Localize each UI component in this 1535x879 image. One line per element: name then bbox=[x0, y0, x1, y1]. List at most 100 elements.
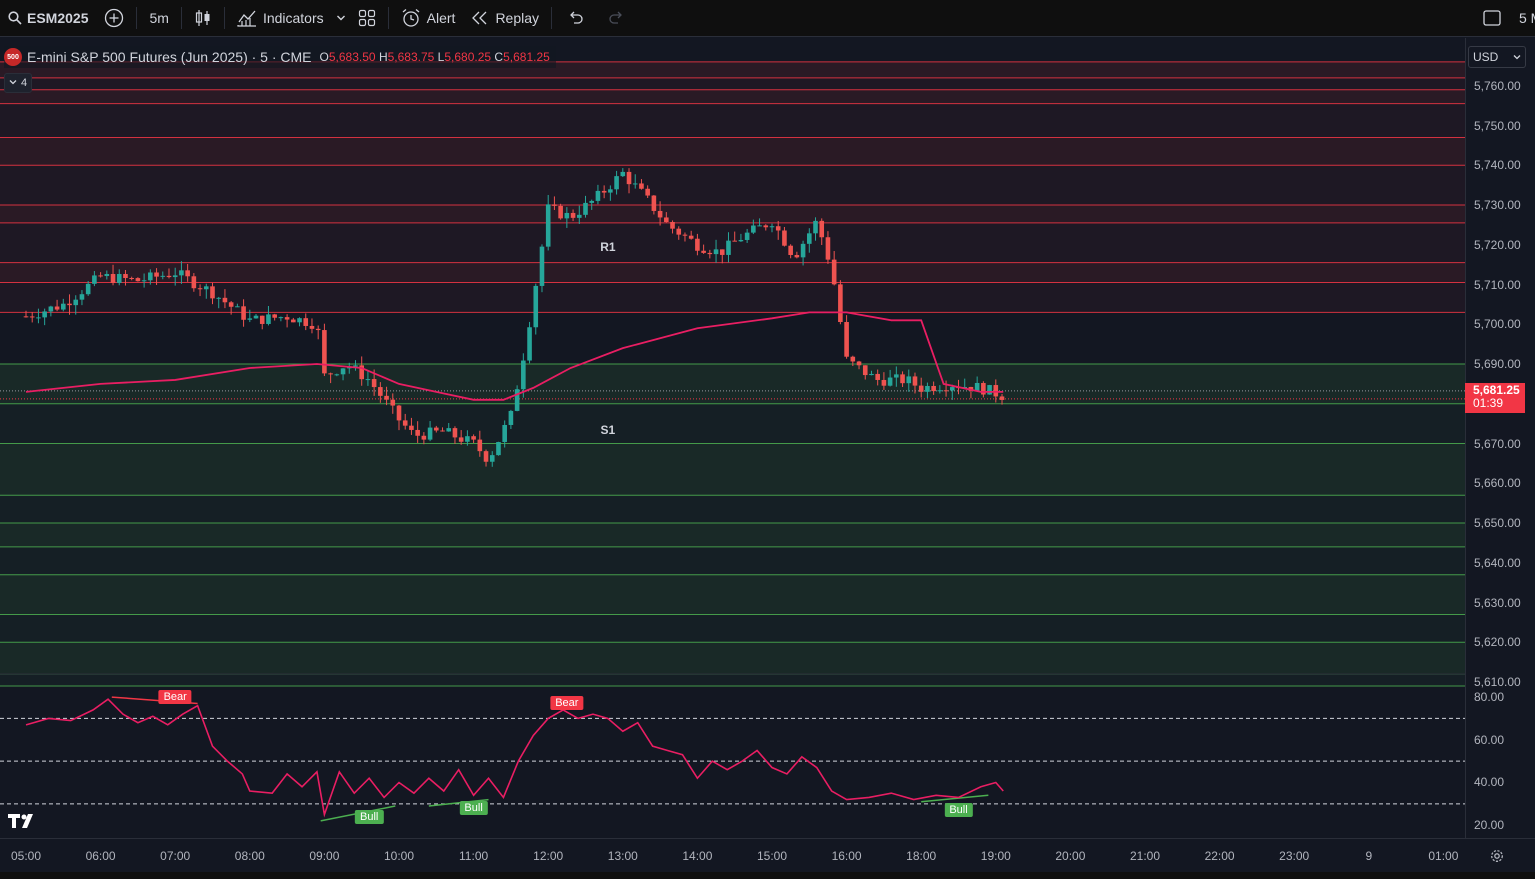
indicators-label: Indicators bbox=[262, 10, 324, 26]
indicators-collapse-button[interactable]: 4 bbox=[4, 73, 33, 93]
oscillator-tick-label: 60.00 bbox=[1474, 732, 1505, 747]
last-price-tag: 5,681.25 01:39 bbox=[1465, 383, 1525, 413]
candle-body bbox=[148, 272, 153, 281]
candle-body bbox=[819, 220, 825, 238]
bull-divergence-tag: Bull bbox=[944, 803, 973, 818]
candle-body bbox=[906, 376, 912, 384]
legend-high: 5,683.75 bbox=[387, 50, 435, 64]
candle-body bbox=[334, 374, 340, 376]
candle-body bbox=[707, 252, 713, 255]
indicators-button[interactable]: Indicators bbox=[229, 0, 332, 37]
resistance-zone bbox=[0, 262, 1465, 283]
square-icon bbox=[1483, 10, 1501, 26]
chart-canvas[interactable] bbox=[0, 38, 1465, 838]
candle-body bbox=[881, 379, 887, 386]
tradingview-logo[interactable] bbox=[8, 812, 40, 835]
candle-body bbox=[92, 275, 97, 284]
candle-body bbox=[850, 356, 856, 362]
candle-body bbox=[123, 273, 128, 279]
price-tick-label: 5,700.00 bbox=[1474, 317, 1521, 332]
candle-body bbox=[179, 270, 184, 276]
time-tick-label: 10:00 bbox=[383, 849, 415, 863]
currency-selector[interactable]: USD bbox=[1468, 46, 1526, 68]
candle-body bbox=[558, 205, 563, 219]
candle-body bbox=[527, 327, 532, 361]
bear-divergence-tag: Bear bbox=[550, 696, 584, 711]
candle-body bbox=[974, 382, 980, 391]
support-zone bbox=[0, 674, 1465, 687]
add-circle-icon bbox=[104, 8, 124, 28]
candle-body bbox=[278, 317, 284, 319]
candle-body bbox=[626, 171, 632, 185]
price-tick-label: 5,760.00 bbox=[1474, 78, 1521, 93]
candle-body bbox=[676, 228, 682, 235]
candle-body bbox=[421, 435, 427, 440]
candle-body bbox=[73, 299, 79, 306]
currency-label: USD bbox=[1473, 50, 1499, 64]
alert-button[interactable]: Alert bbox=[393, 0, 464, 37]
symbol-search-button[interactable]: ESM2025 bbox=[0, 0, 96, 37]
candle-body bbox=[141, 280, 147, 282]
layout-button[interactable] bbox=[350, 0, 384, 37]
candle-body bbox=[365, 379, 371, 381]
candle-body bbox=[390, 399, 396, 406]
last-price-value: 5,681.25 bbox=[1473, 383, 1520, 397]
candle-body bbox=[533, 285, 539, 328]
candle-body bbox=[471, 436, 476, 440]
candle-body bbox=[595, 190, 601, 201]
candle-body bbox=[477, 439, 483, 452]
price-axis[interactable]: 5,760.00 5,750.00 5,740.00 5,730.00 5,720.00… bbox=[1465, 38, 1535, 838]
price-tick-label: 5,620.00 bbox=[1474, 635, 1521, 650]
candle-body bbox=[452, 428, 458, 438]
rewind-icon bbox=[471, 11, 489, 25]
candle-body bbox=[925, 385, 930, 392]
chart-type-button[interactable] bbox=[186, 0, 220, 37]
interval-button[interactable]: 5m bbox=[141, 0, 176, 37]
legend-ohlc: O5,683.50 H5,683.75 L5,680.25 C5,681.25 bbox=[319, 50, 550, 64]
candle-body bbox=[887, 377, 893, 386]
time-axis[interactable]: 05:00 06:00 07:00 08:00 09:00 10:00 11:00 12:00… bbox=[0, 838, 1535, 872]
redo-button[interactable] bbox=[596, 0, 636, 37]
undo-button[interactable] bbox=[556, 0, 596, 37]
indicator-templates-dropdown[interactable] bbox=[332, 0, 350, 37]
settings-gear-icon[interactable] bbox=[1490, 849, 1504, 868]
symbol-legend[interactable]: 500 E-mini S&P 500 Futures (Jun 2025) · … bbox=[4, 46, 556, 68]
candle-body bbox=[937, 390, 943, 392]
candle-body bbox=[402, 420, 408, 426]
candle-body bbox=[751, 225, 756, 233]
candle-body bbox=[670, 221, 675, 229]
resistance-zone bbox=[0, 282, 1465, 313]
candle-body bbox=[825, 237, 831, 260]
candle-body bbox=[409, 425, 414, 430]
time-tick-label: 14:00 bbox=[682, 849, 713, 863]
legend-close: 5,681.25 bbox=[503, 50, 550, 64]
candle-body bbox=[85, 283, 91, 295]
chart-pane[interactable]: R1 S1 Bear Bear Bull Bull Bull bbox=[0, 38, 1465, 838]
resistance-zone bbox=[0, 222, 1465, 263]
candle-body bbox=[79, 294, 85, 300]
time-tick-label: 07:00 bbox=[160, 849, 191, 863]
candle-body bbox=[322, 330, 327, 374]
candle-body bbox=[813, 220, 818, 234]
candle-body bbox=[291, 319, 296, 323]
candle-body bbox=[465, 436, 470, 442]
candle-body bbox=[29, 316, 35, 318]
candle-body bbox=[931, 385, 936, 392]
candle-body bbox=[440, 430, 445, 432]
trading-panel-button[interactable]: 5 M bbox=[1519, 10, 1535, 26]
oscillator-line bbox=[25, 698, 1004, 818]
bull-divergence-tag: Bull bbox=[354, 809, 384, 824]
time-tick-label: 21:00 bbox=[1129, 849, 1161, 863]
candle-body bbox=[912, 376, 918, 386]
support-zone bbox=[0, 364, 1465, 404]
support-zone bbox=[0, 443, 1465, 496]
candle-body bbox=[160, 275, 166, 277]
candle-body bbox=[309, 325, 315, 329]
compare-button[interactable] bbox=[96, 0, 132, 37]
candle-body bbox=[869, 373, 874, 376]
fullscreen-button[interactable] bbox=[1473, 0, 1511, 37]
candle-body bbox=[844, 322, 849, 357]
time-tick-label: 20:00 bbox=[1055, 849, 1086, 863]
candle-body bbox=[259, 315, 265, 324]
replay-button[interactable]: Replay bbox=[463, 0, 547, 37]
